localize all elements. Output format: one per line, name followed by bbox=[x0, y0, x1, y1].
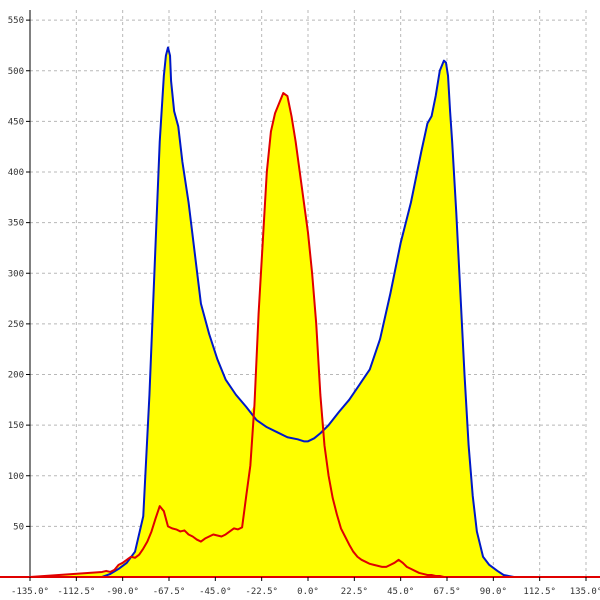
y-tick-label: 350 bbox=[8, 219, 24, 229]
x-tick-label: 45.0° bbox=[387, 587, 414, 597]
x-tick-label: -90.0° bbox=[106, 587, 139, 597]
y-tick-label: 150 bbox=[8, 421, 24, 431]
x-tick-label: -67.5° bbox=[153, 587, 186, 597]
x-tick-label: -135.0° bbox=[11, 587, 49, 597]
x-tick-label: -112.5° bbox=[57, 587, 95, 597]
x-tick-label: 112.5° bbox=[523, 587, 556, 597]
y-tick-label: 300 bbox=[8, 269, 24, 279]
area-fill bbox=[30, 47, 586, 577]
y-tick-label: 500 bbox=[8, 67, 24, 77]
x-tick-label: 0.0° bbox=[297, 587, 319, 597]
y-tick-label: 200 bbox=[8, 371, 24, 381]
x-tick-label: -45.0° bbox=[199, 587, 232, 597]
x-tick-label: 90.0° bbox=[480, 587, 507, 597]
x-tick-label: -22.5° bbox=[245, 587, 278, 597]
y-tick-label: 100 bbox=[8, 472, 24, 482]
y-tick-label: 50 bbox=[13, 522, 24, 532]
series-line-blue bbox=[29, 46, 587, 578]
x-tick-label: 22.5° bbox=[341, 587, 368, 597]
y-tick-label: 450 bbox=[8, 117, 24, 127]
x-tick-label: 135.0° bbox=[570, 587, 600, 597]
y-tick-label: 250 bbox=[8, 320, 24, 330]
axes bbox=[0, 10, 600, 581]
y-tick-label: 550 bbox=[8, 16, 24, 26]
area-fill-path bbox=[30, 47, 586, 577]
y-tick-label: 400 bbox=[8, 168, 24, 178]
x-tick-label: 67.5° bbox=[433, 587, 460, 597]
